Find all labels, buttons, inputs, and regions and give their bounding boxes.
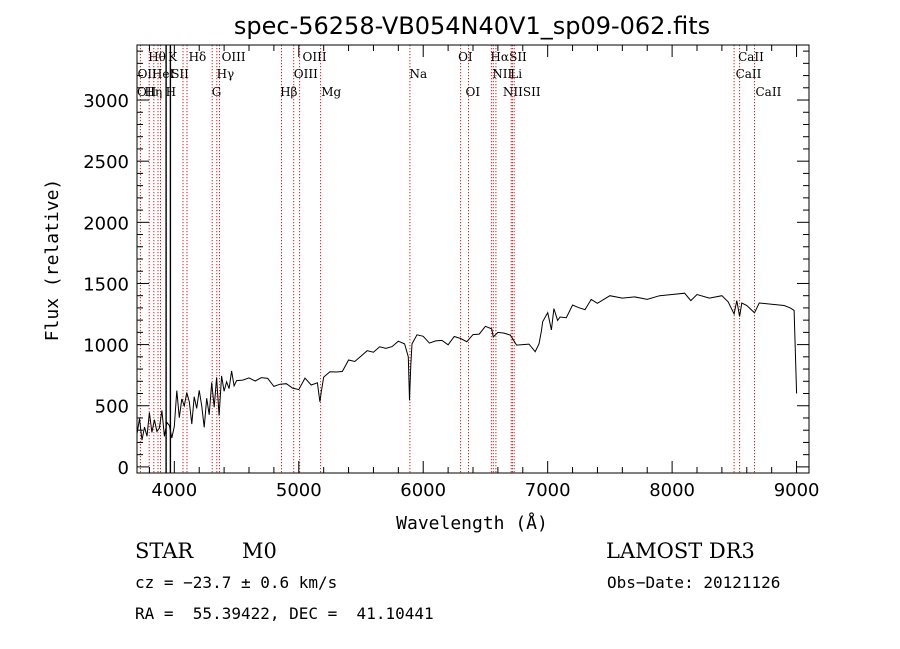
x-axis-label: Wavelength (Å)	[396, 512, 548, 534]
x-tick-label-3: 7000	[525, 480, 571, 501]
line-label-22: Hβ	[280, 85, 297, 99]
chart-title: spec-56258-VB054N40V1_sp09-062.fits	[234, 12, 710, 40]
y-tick-label-3: 1500	[83, 275, 129, 296]
line-label-0: Hθ	[148, 50, 166, 64]
line-label-26: CaII	[756, 85, 782, 99]
spectrum-plot	[136, 292, 798, 441]
line-label-2: Hδ	[189, 50, 207, 64]
line-label-18: OII	[137, 85, 157, 99]
survey-name: LAMOST DR3	[606, 539, 755, 563]
line-label-17: CaII	[736, 67, 762, 81]
line-label-3: OIII	[222, 50, 246, 64]
line-label-10: HeI	[152, 67, 175, 81]
spectrum-line-0	[136, 292, 798, 441]
line-label-1: K	[168, 50, 178, 64]
line-label-24: OI	[466, 85, 481, 99]
line-label-23: Mg	[321, 85, 341, 99]
y-tick-label-0: 0	[118, 458, 129, 479]
x-tick-label-1: 5000	[276, 480, 322, 501]
y-tick-label-2: 1000	[83, 336, 129, 357]
line-label-13: OIII	[294, 67, 318, 81]
plot-frame	[136, 44, 810, 474]
emission-line-markers	[139, 45, 755, 473]
line-label-4: OIII	[303, 50, 327, 64]
coordinates: RA = 55.39422, DEC = 41.10441	[135, 604, 434, 623]
line-label-14: Na	[410, 67, 428, 81]
line-label-16: Li	[510, 67, 522, 81]
line-label-19: Hη	[145, 85, 163, 99]
axes: 4000 5000 6000 7000 8000 9000 0 500 1000 1500 2000…	[83, 44, 820, 501]
line-label-20: H	[166, 85, 176, 99]
observation-date: Obs−Date: 20121126	[607, 573, 781, 592]
y-tick-label-1: 500	[95, 397, 129, 418]
y-tick-label-5: 2500	[83, 152, 129, 173]
y-axis-label: Flux (relative)	[42, 179, 63, 342]
line-label-21: G	[212, 85, 222, 99]
line-label-7: SII	[509, 50, 527, 64]
line-label-25: NIISII	[503, 85, 541, 99]
line-label-6: Hα	[490, 50, 509, 64]
x-tick-label-0: 4000	[151, 480, 197, 501]
line-label-11: SII	[171, 67, 189, 81]
object-subclass: M0	[242, 539, 277, 563]
y-tick-label-6: 3000	[83, 91, 129, 112]
x-tick-label-2: 6000	[400, 480, 446, 501]
line-label-12: Hγ	[217, 67, 235, 81]
x-tick-label-4: 8000	[649, 480, 695, 501]
line-label-5: OI	[458, 50, 473, 64]
object-class: STAR	[135, 539, 194, 563]
line-label-15: NII	[492, 67, 512, 81]
x-tick-label-5: 9000	[774, 480, 820, 501]
line-label-9: OII	[138, 67, 158, 81]
redshift-cz: cz = −23.7 ± 0.6 km/s	[135, 573, 338, 592]
y-tick-label-4: 2000	[83, 213, 129, 234]
line-label-8: CaII	[738, 50, 764, 64]
